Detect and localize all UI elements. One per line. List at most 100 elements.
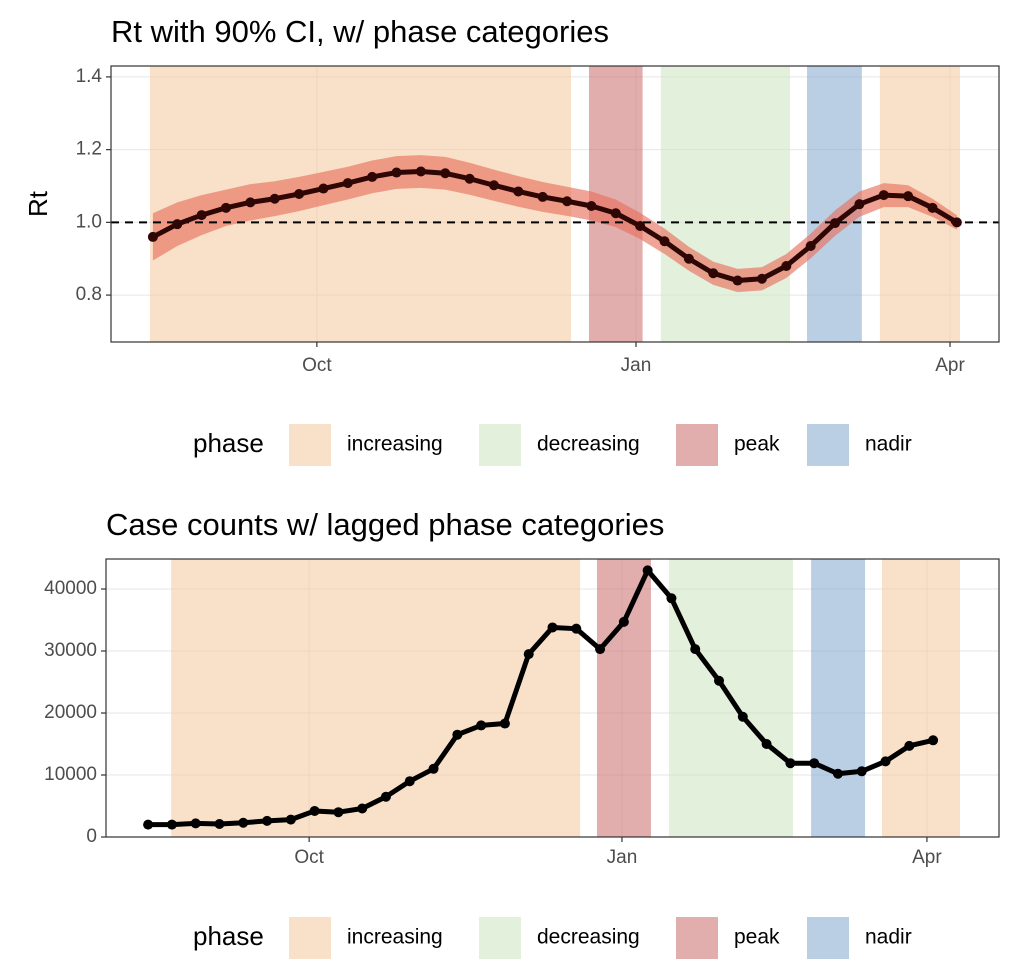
y-tick-label: 1.0 [76,211,102,232]
data-point [476,720,487,731]
data-point [172,219,183,230]
data-point [269,193,280,204]
data-point [904,740,915,751]
data-point [238,817,249,828]
x-tick-label: Apr [935,355,965,376]
data-point [190,818,201,829]
data-point [830,218,841,229]
legend-label: nadir [865,926,912,949]
panel [111,66,999,342]
legend-key [807,424,849,466]
data-line [148,567,934,828]
data-point [610,208,621,219]
phase-band [660,66,790,342]
x-tick-label: Jan [621,355,652,376]
panel [106,559,999,837]
data-point [805,241,816,251]
data-point [452,729,463,740]
y-axis-label: Rt [23,190,53,217]
legend-key [479,917,521,959]
data-point [342,178,353,189]
legend-label: nadir [865,433,912,456]
data-point [391,167,402,178]
x-tick-label: Oct [302,355,332,376]
ci-band [152,155,957,293]
phase-band [171,559,581,837]
data-point [756,273,767,284]
data-point [318,183,329,194]
x-tick-label: Oct [294,847,324,868]
y-tick-label: 40000 [44,578,97,599]
data-point [642,565,653,576]
data-point [856,766,867,777]
panel-border [110,65,1000,343]
data-point [880,756,891,767]
legend-label: increasing [347,433,443,456]
data-point [357,803,368,814]
y-tick-label: 30000 [44,640,97,661]
panel-border [105,558,1000,838]
data-point [464,173,475,184]
data-point [659,236,670,247]
data-point [562,196,573,207]
data-point [285,814,296,825]
legend-label: decreasing [537,433,640,456]
data-line [151,168,959,284]
data-point [951,217,962,228]
legend-key [807,917,849,959]
data-point [732,275,743,286]
data-point [220,202,231,213]
data-point [333,807,344,818]
data-point [380,791,391,802]
data-point [928,735,939,746]
legend-key [676,917,718,959]
data-point [761,739,772,750]
data-point [683,253,694,264]
y-tick-label: 10000 [44,764,97,785]
data-point [367,171,378,182]
legend-label: decreasing [537,926,640,949]
data-point [618,616,629,627]
legend-key [289,424,331,466]
phase-band [596,559,651,837]
data-point [499,718,510,729]
data-point [595,644,606,655]
legend-title: phase [193,428,264,458]
data-point [415,166,426,177]
data-point [781,261,792,271]
legend-key [289,917,331,959]
y-tick-label: 0.8 [76,284,102,305]
data-point [690,644,701,655]
y-tick-label: 20000 [44,702,97,723]
data-point [245,197,256,208]
data-point [785,758,796,769]
data-point [586,201,597,211]
data-point [214,818,225,829]
data-point [488,180,499,191]
data-point [196,210,207,221]
data-point [262,815,273,826]
legend-key [479,424,521,466]
data-point [166,819,177,830]
data-point [635,221,646,231]
data-point [714,675,725,686]
data-point [854,199,865,210]
legend-label: increasing [347,926,443,949]
chart-title: Rt with 90% CI, w/ phase categories [111,14,609,49]
data-point [832,768,843,779]
data-point [708,268,719,279]
data-point [927,202,938,213]
data-point [537,191,548,202]
data-point [903,191,914,202]
x-tick-label: Apr [912,847,942,868]
legend-title: phase [193,921,264,951]
phase-band [881,559,960,837]
phase-band [811,559,866,837]
data-point [440,168,451,179]
data-point [809,758,820,769]
data-point [428,763,439,774]
data-point [878,190,889,201]
y-tick-label: 1.2 [76,139,102,160]
legend-label: peak [734,926,780,949]
